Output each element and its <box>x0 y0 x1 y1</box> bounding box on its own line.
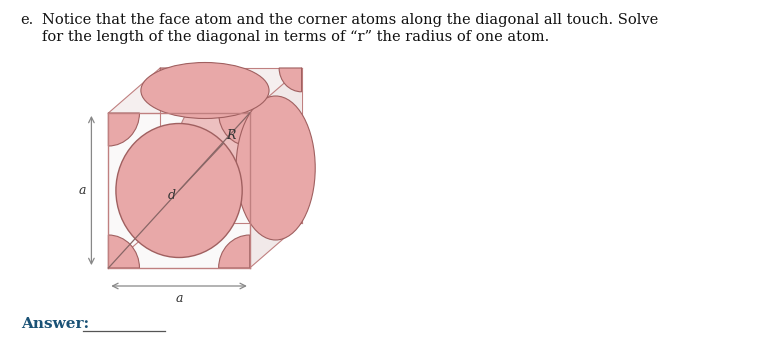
Text: e.: e. <box>21 13 34 27</box>
Wedge shape <box>279 68 302 92</box>
Text: Answer:: Answer: <box>21 317 89 331</box>
Wedge shape <box>109 113 139 146</box>
Polygon shape <box>249 68 302 268</box>
Text: d: d <box>167 189 175 202</box>
Text: Notice that the face atom and the corner atoms along the diagonal all touch. Sol: Notice that the face atom and the corner… <box>42 13 658 27</box>
Wedge shape <box>219 235 249 268</box>
Wedge shape <box>109 235 139 268</box>
Ellipse shape <box>116 124 242 257</box>
Text: for the length of the diagonal in terms of “r” the radius of one atom.: for the length of the diagonal in terms … <box>42 30 550 44</box>
Wedge shape <box>160 68 183 92</box>
Text: a: a <box>175 292 183 305</box>
Text: R: R <box>227 128 236 142</box>
Ellipse shape <box>141 62 269 119</box>
Ellipse shape <box>236 96 315 240</box>
Wedge shape <box>219 113 249 146</box>
Ellipse shape <box>178 89 285 203</box>
Wedge shape <box>279 199 302 223</box>
Text: a: a <box>78 184 86 197</box>
Polygon shape <box>109 113 249 268</box>
Wedge shape <box>160 199 183 223</box>
Polygon shape <box>109 68 302 113</box>
